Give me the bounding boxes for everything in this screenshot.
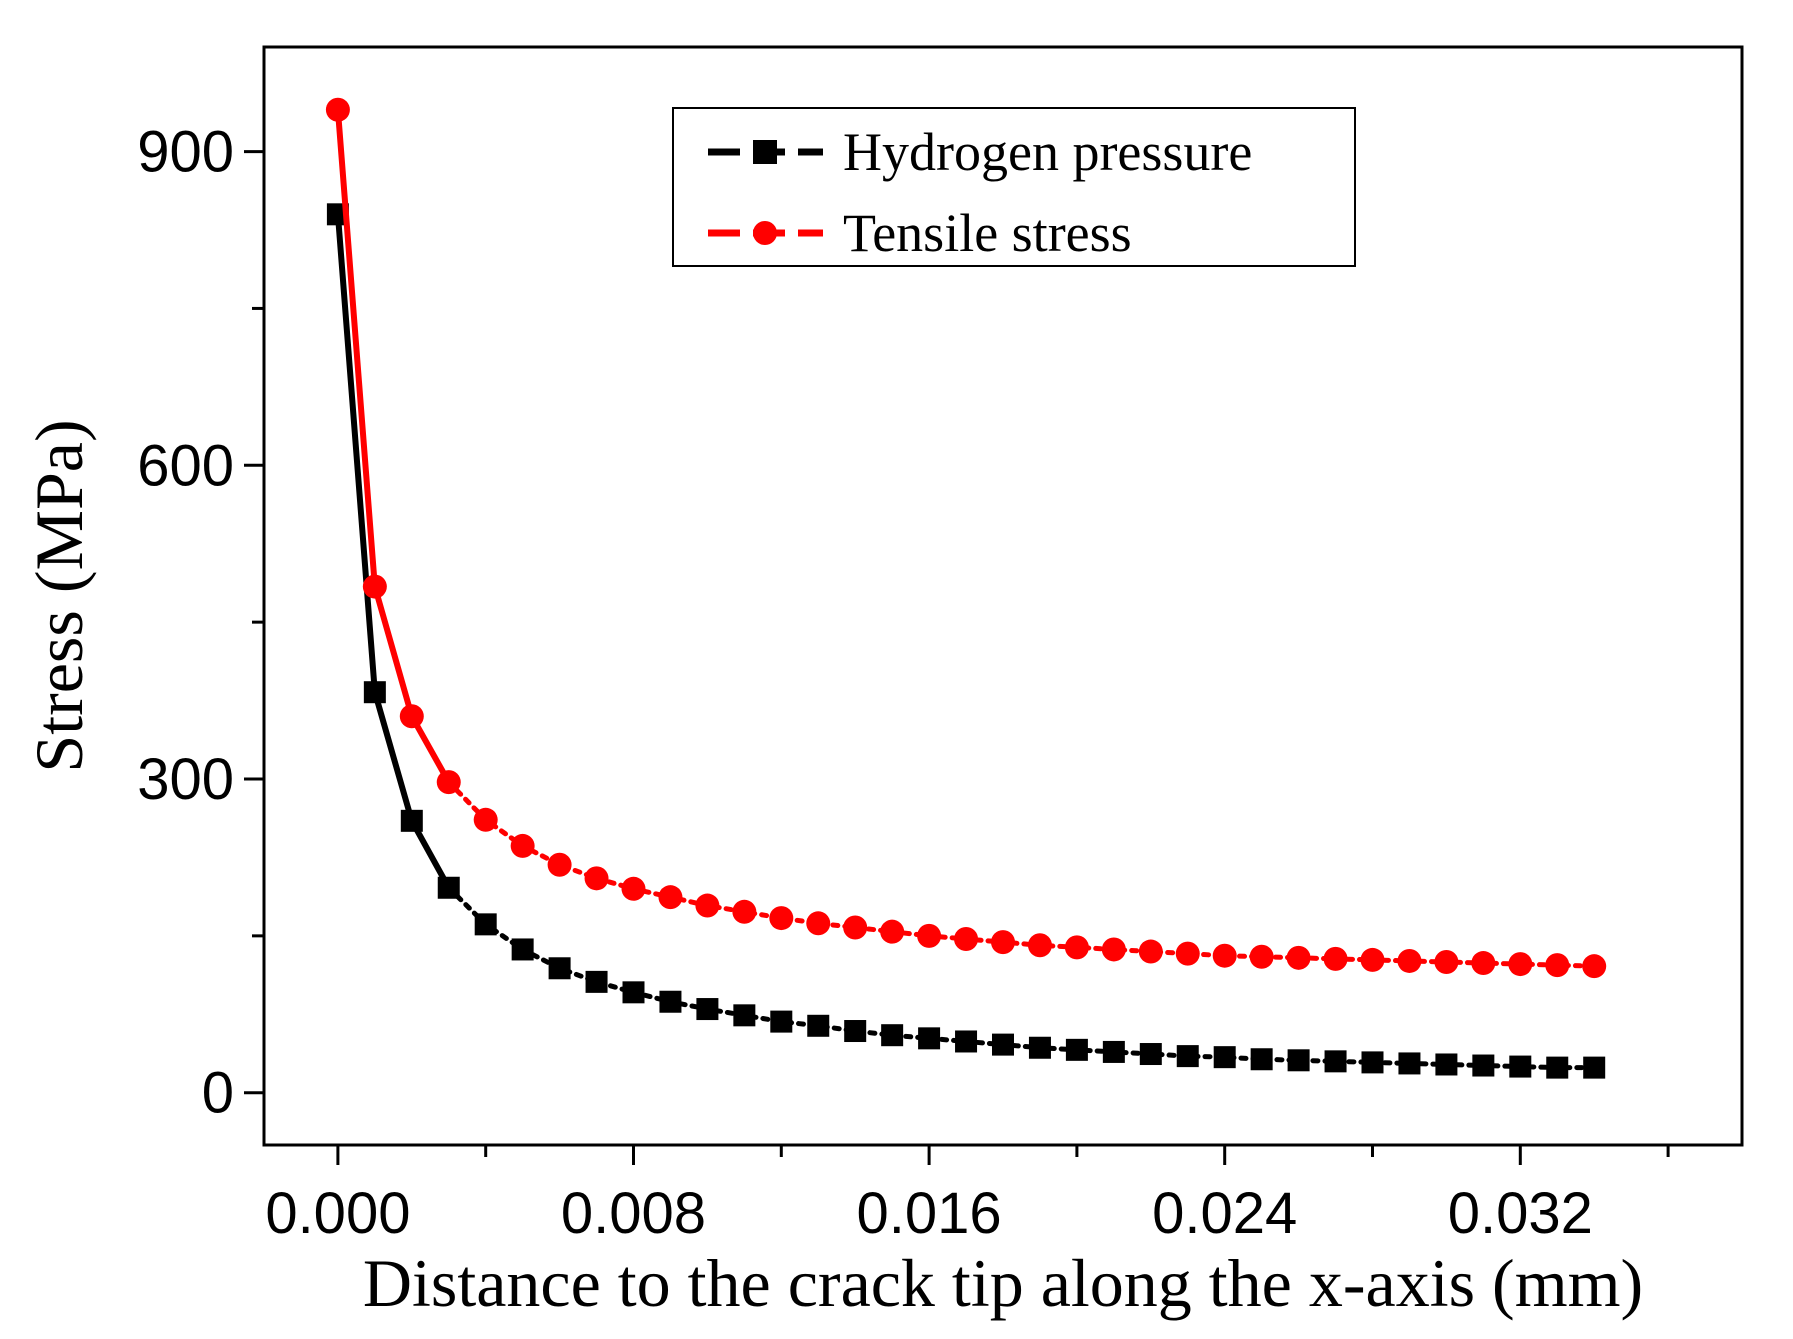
tensile-stress-point — [806, 911, 831, 936]
series-layer — [325, 97, 1607, 1079]
hydrogen-pressure-point — [1509, 1055, 1532, 1078]
hydrogen-pressure-point — [992, 1033, 1014, 1056]
tensile-stress-point — [621, 876, 646, 901]
hydrogen-pressure-point — [1361, 1051, 1384, 1074]
tensile-stress-point — [1508, 952, 1533, 977]
hydrogen-pressure-point — [696, 998, 719, 1021]
tensile-stress-point — [917, 923, 942, 948]
plot-frame — [262, 45, 1744, 1147]
tensile-stress-point — [1582, 954, 1607, 979]
hydrogen-pressure-point — [918, 1027, 941, 1050]
y-tick-label: 900 — [137, 120, 234, 185]
y-axis-ticks: 0 300 600 900 — [137, 120, 264, 1126]
tensile-stress-point — [1101, 937, 1126, 962]
tensile-stress-point — [843, 915, 868, 940]
legend: Hydrogen pressure Tensile stress — [672, 107, 1356, 267]
tensile-stress-point — [362, 574, 387, 599]
tensile-stress-point — [695, 893, 720, 918]
tensile-stress-point — [1397, 948, 1422, 973]
hydrogen-pressure-point — [1250, 1048, 1273, 1071]
tensile-stress-line-dotted — [446, 779, 1597, 969]
hydrogen-pressure-point — [511, 938, 534, 961]
hydrogen-pressure-point — [1139, 1043, 1162, 1066]
hydrogen-pressure-point — [585, 970, 608, 993]
legend-box — [672, 107, 1356, 267]
tensile-stress-point — [1249, 944, 1274, 969]
hydrogen-pressure-point — [1028, 1036, 1051, 1059]
tensile-stress-point — [584, 866, 609, 891]
tensile-stress-point — [1064, 935, 1089, 960]
legend-tensile-label: Tensile stress — [843, 203, 1132, 263]
hydrogen-pressure-point — [1324, 1050, 1347, 1073]
tensile-stress-point — [510, 833, 535, 858]
hydrogen-pressure-point — [1176, 1045, 1199, 1068]
hydrogen-pressure-point — [622, 981, 645, 1004]
x-tick-label: 0.008 — [561, 1181, 706, 1246]
x-axis-ticks: 0.000 0.008 0.016 0.024 0.032 — [265, 1145, 1670, 1246]
hydrogen-pressure-line-dotted — [446, 885, 1597, 1071]
hydrogen-pressure-point — [844, 1020, 867, 1043]
y-tick-label: 300 — [137, 747, 234, 812]
x-tick-label: 0.016 — [857, 1181, 1002, 1246]
hydrogen-pressure-point — [733, 1004, 756, 1027]
x-tick-label: 0.032 — [1448, 1181, 1593, 1246]
hydrogen-pressure-point — [474, 913, 497, 936]
tensile-stress-point — [473, 807, 498, 832]
tensile-stress-point — [769, 906, 794, 931]
tensile-stress-point — [1434, 950, 1459, 974]
hydrogen-pressure-point — [955, 1030, 978, 1053]
tensile-stress-point — [1286, 945, 1311, 970]
tensile-stress-point — [1471, 951, 1496, 976]
hydrogen-pressure-point — [1287, 1049, 1310, 1072]
tensile-stress-point — [1545, 953, 1570, 978]
hydrogen-pressure-point — [807, 1014, 830, 1037]
hydrogen-pressure-point — [1213, 1046, 1236, 1069]
legend-hydrogen-marker — [753, 140, 777, 164]
x-axis-title: Distance to the crack tip along the x-ax… — [363, 1245, 1643, 1321]
y-axis-title: Stress (MPa) — [21, 419, 97, 772]
hydrogen-pressure-point — [1546, 1056, 1569, 1079]
tensile-stress-point — [1360, 947, 1385, 972]
hydrogen-pressure-point — [363, 681, 386, 704]
hydrogen-pressure-point — [1398, 1052, 1421, 1075]
tensile-stress-point — [436, 770, 461, 795]
tensile-stress-point — [732, 899, 757, 924]
hydrogen-pressure-point — [400, 809, 423, 832]
tensile-stress-point — [954, 926, 979, 951]
y-tick-label: 0 — [202, 1061, 234, 1126]
y-tick-label: 600 — [137, 433, 234, 498]
hydrogen-pressure-line-solid — [334, 214, 452, 890]
tensile-stress-point — [991, 930, 1015, 955]
tensile-stress-line-solid — [334, 109, 452, 784]
hydrogen-pressure-point — [1435, 1053, 1458, 1076]
hydrogen-pressure-point — [1472, 1054, 1495, 1077]
tensile-stress-point — [1212, 943, 1237, 968]
tensile-stress-point — [1027, 933, 1052, 958]
tensile-stress-point — [399, 704, 424, 729]
legend-tensile-marker — [753, 221, 777, 245]
tensile-stress-point — [880, 919, 905, 944]
hydrogen-pressure-point — [1065, 1038, 1088, 1061]
legend-hydrogen-label: Hydrogen pressure — [843, 122, 1252, 182]
hydrogen-pressure-point — [437, 876, 460, 899]
hydrogen-pressure-point — [548, 957, 571, 980]
hydrogen-pressure-point — [881, 1024, 904, 1047]
tensile-stress-point — [1175, 941, 1200, 966]
x-tick-label: 0.000 — [265, 1181, 410, 1246]
tensile-stress-point — [325, 97, 350, 122]
tensile-stress-point — [1323, 946, 1348, 971]
hydrogen-pressure-point — [1583, 1056, 1606, 1079]
tensile-stress-point — [658, 885, 683, 910]
hydrogen-pressure-point — [1102, 1040, 1125, 1063]
hydrogen-pressure-point — [770, 1010, 793, 1033]
tensile-stress-point — [1138, 939, 1163, 964]
tensile-stress-point — [547, 852, 572, 877]
hydrogen-pressure-point — [659, 990, 682, 1013]
x-tick-label: 0.024 — [1152, 1181, 1297, 1246]
